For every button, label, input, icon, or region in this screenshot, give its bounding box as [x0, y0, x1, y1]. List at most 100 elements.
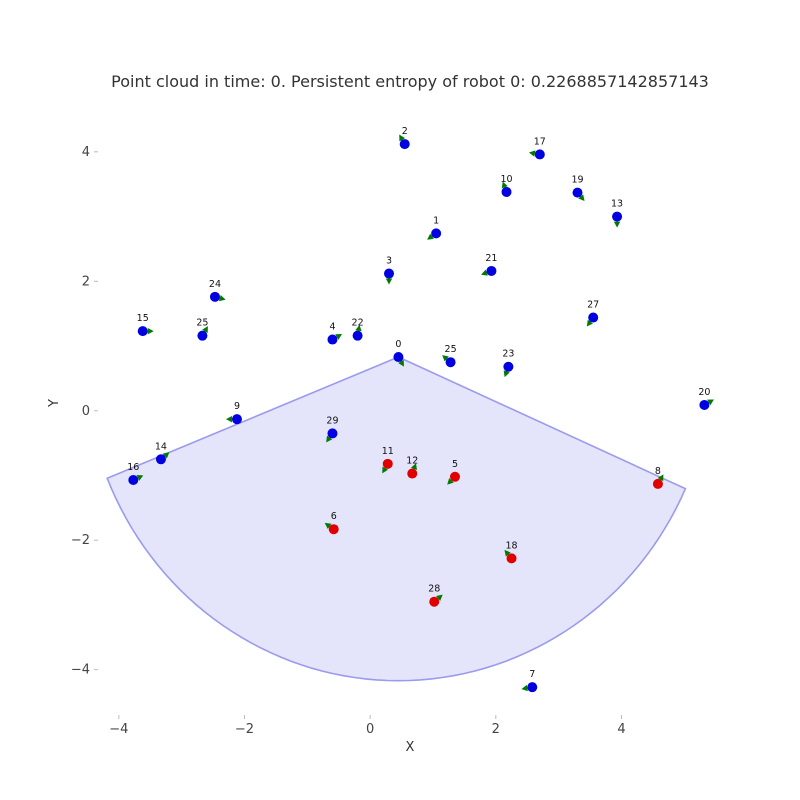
detected-robot-dot: [449, 471, 460, 482]
robot-dot: [231, 414, 242, 425]
detected-robot-dot: [328, 524, 339, 535]
heading-arrow: [528, 150, 536, 157]
robot-13: 13: [611, 199, 623, 228]
robot-dot: [393, 352, 404, 363]
point-label: 21: [485, 253, 497, 264]
robot-10: 10: [500, 174, 513, 197]
y-axis-label: Y: [47, 399, 62, 408]
robot-dot: [209, 291, 220, 302]
heading-arrow: [501, 181, 508, 189]
point-label: 17: [534, 136, 546, 147]
point-label: 19: [571, 175, 583, 186]
point-label: 29: [326, 415, 338, 426]
point-label: 5: [452, 459, 458, 470]
x-axis-label: X: [406, 740, 415, 755]
robot-9: 9: [225, 401, 242, 425]
robot-dot: [527, 682, 538, 693]
heading-arrow: [447, 478, 454, 485]
robot-dot: [137, 326, 148, 337]
heading-arrow: [436, 594, 443, 601]
point-label: 2: [402, 126, 408, 137]
robot-7: 7: [521, 669, 538, 693]
y-tick-label: 0: [82, 404, 90, 419]
heading-arrow: [147, 327, 154, 335]
heading-arrow: [427, 233, 434, 240]
point-label: 8: [655, 466, 661, 477]
x-tick-label: −4: [109, 722, 128, 737]
heading-arrow: [521, 684, 528, 692]
point-label: 4: [329, 322, 335, 333]
point-label: 7: [529, 669, 535, 680]
detected-robot-dot: [506, 553, 517, 564]
robot-dot: [431, 228, 442, 239]
point-label: 25: [196, 318, 208, 329]
heading-arrow: [225, 415, 232, 423]
heading-arrow: [503, 370, 510, 378]
point-label: 20: [698, 387, 710, 398]
robot-2: 2: [399, 126, 410, 150]
point-label: 9: [234, 401, 240, 412]
heading-arrow: [398, 359, 404, 367]
robot-23: 23: [502, 349, 514, 378]
heading-arrow: [504, 549, 511, 557]
heading-arrow: [382, 466, 389, 474]
robot-16: 16: [127, 462, 144, 486]
heading-arrow: [481, 269, 488, 276]
point-label: 18: [505, 540, 517, 551]
heading-arrow: [707, 399, 714, 406]
sensor-sector: [106, 356, 687, 682]
point-label: 14: [155, 441, 167, 452]
detected-robot-dot: [652, 478, 663, 489]
heading-arrow: [136, 475, 144, 481]
robot-dot: [486, 265, 497, 276]
point-label: 10: [500, 174, 512, 185]
point-label: 25: [445, 344, 457, 355]
robot-14: 14: [155, 441, 170, 465]
point-label: 12: [406, 456, 418, 467]
point-label: 11: [382, 446, 394, 457]
point-label: 15: [137, 313, 149, 324]
robot-dot: [384, 268, 395, 279]
points-layer: 0123456789101112131415161718192021222324…: [127, 126, 714, 693]
robot-29: 29: [326, 415, 339, 443]
point-label: 27: [587, 300, 599, 311]
robot-dot: [503, 361, 514, 372]
sensor-sector-layer: [106, 356, 687, 682]
x-tick-label: 0: [366, 722, 374, 737]
robot-dot: [445, 357, 456, 368]
robot-1: 1: [427, 215, 442, 240]
y-tick-label: 4: [82, 145, 90, 160]
robot-6: 6: [324, 511, 339, 535]
robot-dot: [588, 312, 599, 323]
robot-dot: [128, 475, 139, 486]
y-tick-label: −2: [71, 533, 90, 548]
heading-arrow: [162, 452, 170, 459]
robot-dot: [699, 399, 710, 410]
robot-3: 3: [384, 256, 395, 285]
robot-28: 28: [428, 584, 443, 607]
robot-20: 20: [698, 387, 714, 410]
robot-8: 8: [652, 466, 664, 489]
detected-robot-dot: [407, 468, 418, 479]
heading-arrow: [385, 278, 393, 285]
robot-22: 22: [352, 318, 364, 341]
heading-arrow: [578, 194, 585, 202]
robot-0: 0: [393, 339, 404, 367]
x-tick-label: 4: [617, 722, 625, 737]
robot-21: 21: [481, 253, 497, 276]
robot-dot: [327, 334, 338, 345]
robot-25: 25: [196, 318, 208, 341]
point-label: 1: [433, 215, 439, 226]
heading-arrow: [355, 324, 362, 332]
heading-arrow: [326, 435, 333, 443]
point-label: 23: [502, 349, 514, 360]
robot-19: 19: [571, 175, 585, 202]
y-tick-label: 2: [82, 274, 90, 289]
robot-dot: [612, 211, 623, 222]
point-label: 0: [395, 339, 401, 350]
heading-arrow: [410, 463, 417, 470]
heading-arrow: [657, 474, 664, 482]
point-label: 22: [352, 318, 364, 329]
